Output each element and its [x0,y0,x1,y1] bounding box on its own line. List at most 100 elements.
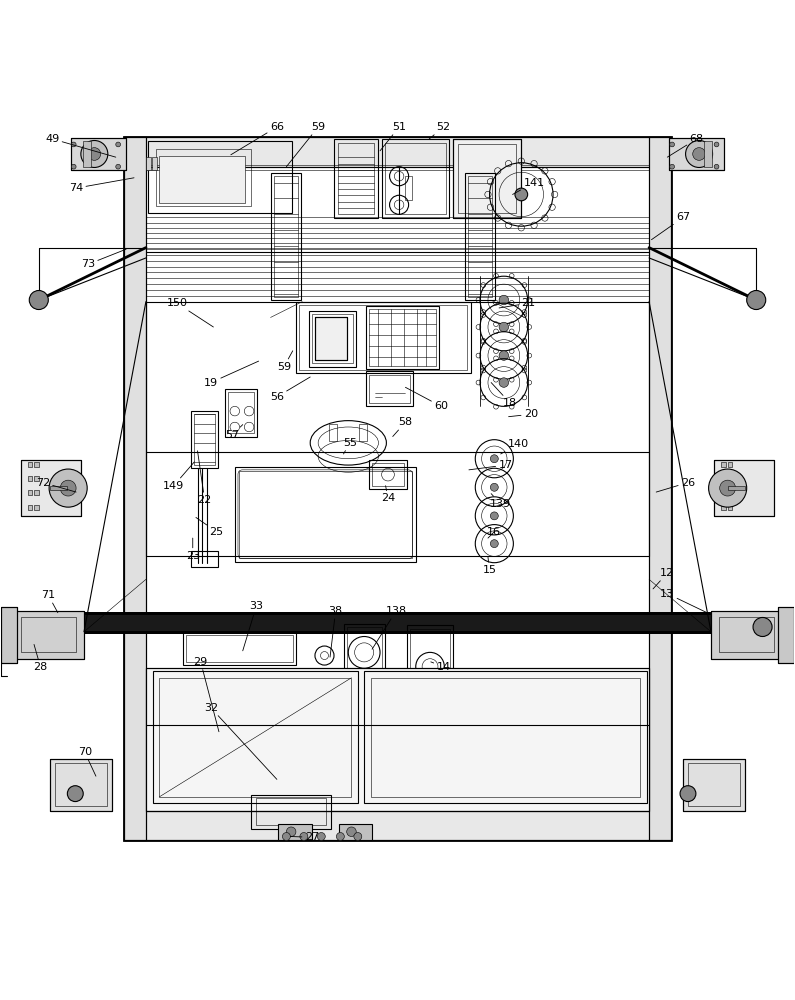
Text: 138: 138 [372,606,406,649]
Circle shape [669,142,674,147]
Circle shape [29,290,48,310]
Text: 49: 49 [45,134,116,157]
Text: 19: 19 [204,361,258,388]
Bar [727,486,745,490]
Bar [148,141,292,213]
Bar [405,176,412,200]
Circle shape [68,786,83,802]
Circle shape [60,480,76,496]
Bar [34,490,39,495]
Bar [369,309,436,366]
Circle shape [491,540,498,548]
Text: 150: 150 [166,298,213,327]
Bar [225,389,257,437]
Text: 139: 139 [490,494,511,509]
Bar [34,505,39,510]
Bar [721,476,726,481]
Text: 24: 24 [381,486,395,503]
Circle shape [669,164,674,169]
Circle shape [72,142,76,147]
Bar [28,490,33,495]
Text: 59: 59 [277,351,293,372]
Bar [296,302,471,373]
Bar [727,462,732,467]
Circle shape [714,142,719,147]
Text: 71: 71 [41,590,58,613]
Bar [124,808,671,840]
Bar [778,607,794,663]
Bar [55,763,107,806]
Bar [465,173,495,300]
Text: 27: 27 [290,832,319,842]
Bar [278,824,312,840]
Bar [194,414,215,465]
Text: 14: 14 [431,662,451,672]
Text: 26: 26 [656,478,695,492]
Circle shape [714,164,719,169]
Bar [453,139,521,218]
Text: 67: 67 [651,212,690,240]
Bar [714,460,774,516]
Circle shape [680,786,696,802]
Bar [228,392,254,433]
Circle shape [88,148,101,160]
Text: 52: 52 [429,122,451,139]
Bar [649,137,671,840]
Bar [714,460,774,516]
Bar [186,635,293,662]
Circle shape [499,378,509,387]
Bar [124,808,671,840]
Circle shape [491,483,498,491]
Bar [1,607,17,663]
Text: 38: 38 [328,606,343,657]
Bar [458,144,516,213]
Bar [153,157,157,170]
Bar [124,137,671,167]
Bar [688,763,740,806]
Circle shape [719,480,735,496]
Circle shape [394,200,404,210]
Circle shape [317,833,325,840]
Bar [160,156,245,203]
Bar [366,306,439,369]
Bar [146,668,649,811]
Bar [370,678,640,797]
Bar [273,176,297,297]
Text: 20: 20 [509,409,538,419]
Bar [721,462,726,467]
Bar [299,305,467,370]
Bar [329,424,337,441]
Bar [338,143,374,214]
Circle shape [708,469,747,507]
Text: 51: 51 [380,122,406,151]
Text: 140: 140 [501,439,529,454]
Text: 29: 29 [193,657,219,732]
Bar [727,505,732,510]
Bar [28,476,33,481]
Text: 32: 32 [204,703,277,779]
Bar [382,139,449,218]
Text: 60: 60 [405,387,448,411]
Bar [34,476,39,481]
Text: 66: 66 [231,122,284,155]
Bar [238,471,412,558]
Bar [21,460,81,516]
Circle shape [499,322,509,332]
Bar [28,505,33,510]
Circle shape [491,455,498,463]
Text: 74: 74 [69,178,134,193]
Bar [721,490,726,495]
Circle shape [354,833,362,840]
Circle shape [515,188,528,201]
Bar [649,137,671,840]
Text: 17: 17 [469,460,513,470]
Text: 72: 72 [36,478,76,492]
Bar [124,137,671,167]
Circle shape [347,827,356,836]
Bar [71,138,126,170]
Circle shape [491,512,498,520]
Text: 22: 22 [197,451,211,505]
Bar [191,411,218,468]
Bar [364,671,646,803]
Text: 56: 56 [270,377,310,402]
